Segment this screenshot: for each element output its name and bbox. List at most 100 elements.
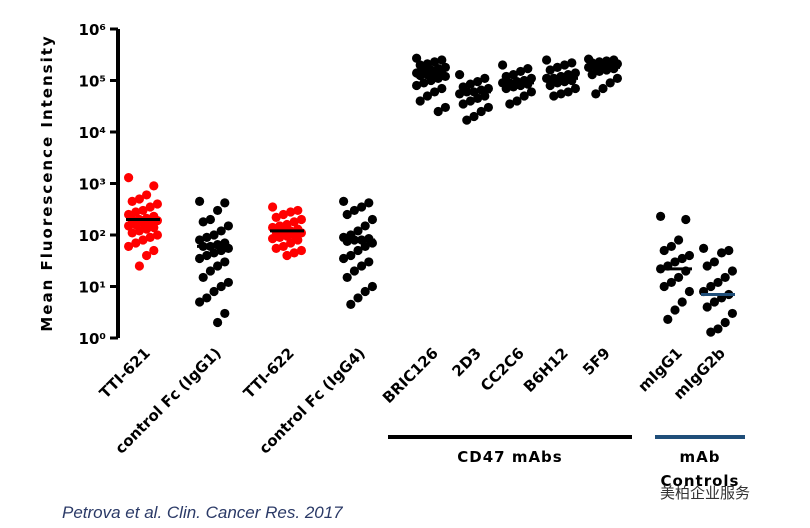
dot <box>198 272 208 283</box>
dot <box>131 238 141 248</box>
dot <box>349 266 359 276</box>
dot <box>674 272 684 283</box>
dot <box>594 66 605 77</box>
dot <box>360 241 370 252</box>
x-tick-label: 2D3 <box>449 344 485 380</box>
dot <box>353 245 363 256</box>
dot <box>360 286 370 297</box>
dot <box>699 243 709 253</box>
dot <box>142 224 152 234</box>
dot <box>437 55 447 65</box>
dot <box>549 91 559 101</box>
x-tick-label: TTI-622 <box>240 344 298 402</box>
dot <box>426 75 436 86</box>
dot <box>286 238 296 248</box>
dot <box>684 286 695 297</box>
dot <box>656 211 666 221</box>
dot <box>605 78 615 88</box>
dot <box>131 207 141 217</box>
dot <box>677 297 687 307</box>
x-tick-label: BRIC126 <box>379 344 442 407</box>
dot <box>415 96 425 106</box>
dot <box>220 308 230 319</box>
dot <box>216 245 226 256</box>
watermark: 美柏企业服务 <box>660 484 750 502</box>
dot <box>706 281 716 292</box>
dot <box>563 87 573 97</box>
dot <box>293 235 303 245</box>
dot <box>473 93 483 103</box>
dot <box>674 235 684 245</box>
dot <box>149 181 159 191</box>
dot <box>220 257 230 267</box>
dot <box>433 106 443 117</box>
dot <box>455 70 465 80</box>
dot <box>612 73 623 83</box>
y-tick-label: 10⁰ <box>79 330 106 348</box>
dot <box>591 89 601 99</box>
dot <box>570 68 581 78</box>
dot <box>684 250 695 261</box>
dot <box>505 99 515 109</box>
dot <box>430 57 440 67</box>
dot <box>286 207 296 217</box>
dot <box>473 77 483 87</box>
dot <box>465 79 475 89</box>
dot <box>440 102 450 113</box>
dot <box>220 198 230 208</box>
dot <box>720 272 730 283</box>
dot <box>296 245 306 256</box>
dot <box>542 55 552 65</box>
y-axis-title: Mean Fluorescence Intensity <box>38 34 56 331</box>
dot <box>346 250 356 261</box>
x-tick-label: CC2C6 <box>477 344 528 395</box>
y-tick-label: 10⁶ <box>79 21 106 39</box>
x-tick-label: B6H12 <box>520 344 572 396</box>
dot <box>127 196 137 206</box>
y-tick-label: 10¹ <box>79 279 106 297</box>
dot <box>713 277 723 288</box>
dot <box>465 96 475 106</box>
dot <box>666 241 677 252</box>
dot <box>152 230 162 240</box>
dot <box>209 286 219 297</box>
dot <box>134 194 144 204</box>
dot <box>223 221 233 231</box>
dot <box>666 277 677 288</box>
dot <box>523 64 533 74</box>
dot <box>127 228 137 238</box>
dot <box>138 235 148 245</box>
dot <box>469 111 479 122</box>
dot <box>202 232 212 242</box>
dot <box>512 96 522 106</box>
dot <box>216 226 226 236</box>
dot <box>145 232 155 242</box>
y-tick-label: 10² <box>79 227 106 245</box>
dot <box>145 202 155 212</box>
group-label: CD47 mAbs <box>457 448 562 466</box>
dot <box>134 261 144 271</box>
dot <box>124 173 134 183</box>
dot <box>289 217 299 227</box>
dot <box>476 106 486 117</box>
dot <box>483 102 493 113</box>
dot <box>480 91 490 101</box>
dot <box>268 202 278 212</box>
dot <box>349 205 359 216</box>
dot <box>278 209 288 220</box>
dot <box>587 70 597 80</box>
dot <box>709 257 720 267</box>
dot <box>289 248 299 258</box>
dot <box>142 250 152 261</box>
dot <box>339 253 349 264</box>
dot <box>663 314 673 324</box>
dot <box>458 99 468 109</box>
dot <box>713 324 723 334</box>
dot <box>223 277 233 288</box>
dot <box>152 199 162 209</box>
dot <box>209 248 219 258</box>
dot <box>149 245 159 256</box>
dot <box>659 245 669 256</box>
dot <box>422 91 432 101</box>
dot <box>367 214 377 225</box>
